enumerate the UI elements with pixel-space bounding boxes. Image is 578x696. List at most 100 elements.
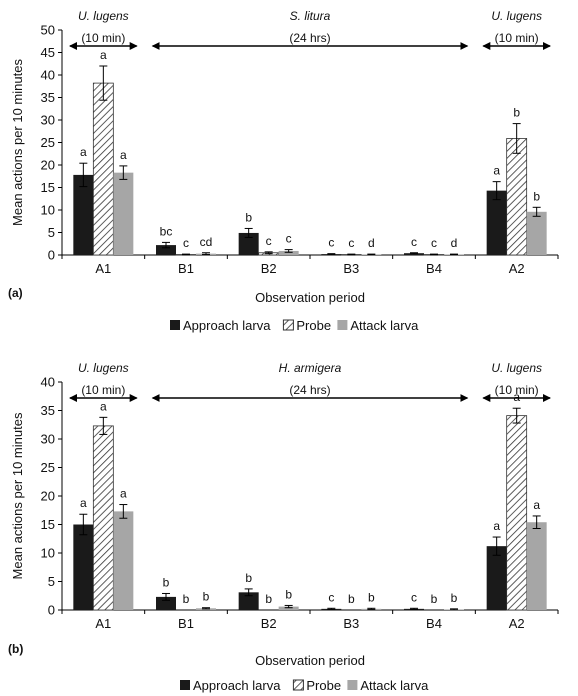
bar <box>486 546 507 610</box>
significance-letter: c <box>266 234 272 248</box>
significance-letter: d <box>451 236 458 250</box>
bar <box>506 415 528 611</box>
bar <box>92 82 114 256</box>
significance-letter: c <box>183 236 189 250</box>
y-tick-label: 20 <box>41 489 55 504</box>
y-tick-label: 30 <box>41 432 55 447</box>
significance-letter: c <box>328 236 334 250</box>
bar <box>156 596 176 610</box>
significance-letter: b <box>245 210 252 224</box>
significance-letter: c <box>411 235 417 249</box>
y-tick-label: 40 <box>41 68 55 83</box>
x-tick-label: B2 <box>261 616 277 631</box>
x-tick-label: A1 <box>95 261 111 276</box>
significance-letter: d <box>368 236 375 250</box>
bar <box>486 190 507 255</box>
bar <box>156 245 176 255</box>
significance-letter: a <box>100 48 107 62</box>
bar <box>526 211 547 255</box>
y-tick-label: 0 <box>48 248 55 263</box>
x-tick-label: B1 <box>178 616 194 631</box>
x-axis-label: Observation period <box>255 290 365 305</box>
legend-swatch <box>282 319 294 331</box>
annotation-species: S. litura <box>290 9 331 23</box>
legend-swatch <box>347 680 358 690</box>
annotation-species: U. lugens <box>491 361 542 375</box>
x-tick-label: B1 <box>178 261 194 276</box>
bar <box>238 232 259 255</box>
y-tick-label: 0 <box>48 603 55 618</box>
bar <box>238 592 259 610</box>
x-tick-label: A2 <box>509 616 525 631</box>
bar <box>92 425 114 611</box>
significance-letter: bc <box>160 224 173 238</box>
significance-letter: a <box>80 145 87 159</box>
significance-letter: a <box>533 498 540 512</box>
y-tick-label: 5 <box>48 574 55 589</box>
x-tick-label: A2 <box>509 261 525 276</box>
y-axis-label: Mean actions per 10 minutes <box>10 412 25 579</box>
legend-swatch <box>292 679 304 691</box>
annotation-species: H. armigera <box>279 361 342 375</box>
annotation-duration: (24 hrs) <box>289 383 330 397</box>
y-tick-label: 25 <box>41 135 55 150</box>
significance-letter: cd <box>200 235 213 249</box>
bar <box>113 511 134 610</box>
y-tick-label: 30 <box>41 113 55 128</box>
significance-letter: a <box>120 148 127 162</box>
annotation-species: U. lugens <box>78 9 129 23</box>
legend-label: Approach larva <box>193 678 281 693</box>
annotation-duration: (10 min) <box>495 383 539 397</box>
significance-letter: c <box>411 590 417 604</box>
significance-letter: b <box>285 587 292 601</box>
bar <box>278 250 299 255</box>
significance-letter: a <box>493 519 500 533</box>
bar <box>506 138 528 256</box>
significance-letter: c <box>431 236 437 250</box>
y-tick-label: 15 <box>41 517 55 532</box>
significance-letter: b <box>183 592 190 606</box>
significance-letter: a <box>493 164 500 178</box>
bar <box>526 522 547 610</box>
significance-letter: b <box>163 575 170 589</box>
significance-letter: b <box>245 571 252 585</box>
significance-letter: b <box>431 592 438 606</box>
significance-letter: b <box>368 590 375 604</box>
y-tick-label: 25 <box>41 460 55 475</box>
x-tick-label: B4 <box>426 616 442 631</box>
x-tick-label: B2 <box>261 261 277 276</box>
annotation-duration: (10 min) <box>81 31 125 45</box>
bar <box>278 606 299 610</box>
significance-letter: b <box>451 591 458 605</box>
legend-label: Approach larva <box>183 318 271 333</box>
significance-letter: b <box>533 189 540 203</box>
y-tick-label: 10 <box>41 546 55 561</box>
significance-letter: a <box>100 399 107 413</box>
annotation-species: U. lugens <box>78 361 129 375</box>
y-tick-label: 40 <box>41 375 55 390</box>
significance-letter: b <box>513 106 520 120</box>
annotation-duration: (10 min) <box>81 383 125 397</box>
legend-label: Attack larva <box>360 678 429 693</box>
significance-letter: b <box>348 592 355 606</box>
x-tick-label: B3 <box>343 616 359 631</box>
significance-letter: b <box>203 590 210 604</box>
y-tick-label: 10 <box>41 203 55 218</box>
significance-letter: b <box>265 592 272 606</box>
y-tick-label: 5 <box>48 225 55 240</box>
y-tick-label: 50 <box>41 23 55 38</box>
annotation-duration: (24 hrs) <box>289 31 330 45</box>
significance-letter: a <box>120 487 127 501</box>
legend-swatch <box>337 320 348 330</box>
y-tick-label: 15 <box>41 180 55 195</box>
x-axis-label: Observation period <box>255 653 365 668</box>
significance-letter: c <box>348 236 354 250</box>
x-tick-label: B4 <box>426 261 442 276</box>
y-tick-label: 35 <box>41 90 55 105</box>
bar <box>73 174 94 255</box>
bar <box>113 172 134 255</box>
annotation-duration: (10 min) <box>495 31 539 45</box>
legend-swatch <box>180 680 190 690</box>
